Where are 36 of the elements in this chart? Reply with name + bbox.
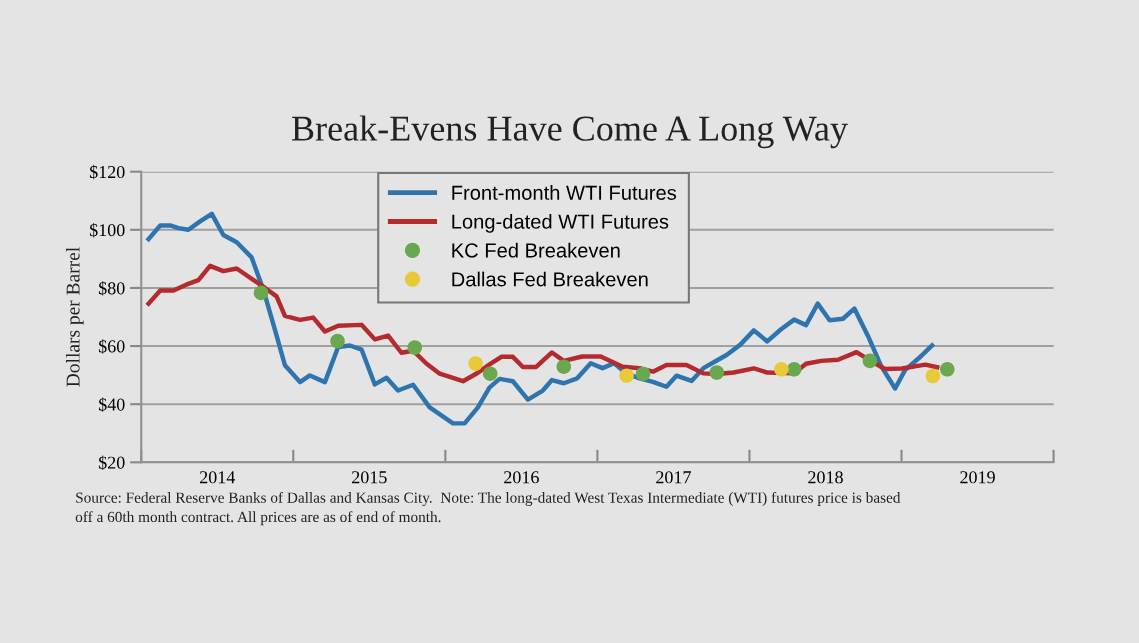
point — [940, 362, 955, 377]
x-tick-label: 2014 — [200, 471, 236, 484]
y-tick-label: $60 — [98, 339, 125, 354]
point — [253, 285, 269, 301]
point — [482, 366, 498, 381]
y-tick-label: $100 — [89, 223, 125, 238]
chart-title: Break-Evens Have Come A Long Way — [292, 115, 848, 149]
y-axis-title: Dollars per Barrel — [65, 247, 84, 387]
x-tick-label: 2016 — [504, 471, 539, 484]
point — [556, 359, 572, 374]
point — [407, 340, 423, 355]
y-tick-label: $20 — [98, 455, 125, 470]
x-tick-label: 2019 — [960, 471, 995, 484]
point — [468, 356, 483, 371]
point — [925, 368, 941, 384]
legend-label: Dallas Fed Breakeven — [452, 271, 648, 287]
x-tick-label: 2015 — [352, 471, 387, 484]
point — [619, 368, 634, 383]
x-tick-label: 2018 — [808, 471, 843, 484]
x-tick-label: 2017 — [656, 471, 691, 484]
point — [786, 362, 802, 377]
legend-label: Long-dated WTI Futures — [452, 213, 669, 233]
line-series — [146, 263, 940, 384]
point — [330, 333, 345, 349]
y-tick-label: $120 — [89, 164, 125, 180]
y-tick-label: $80 — [98, 281, 125, 296]
point — [635, 366, 651, 382]
point — [862, 353, 878, 369]
line-series — [146, 211, 935, 426]
y-tick-label: $40 — [98, 397, 125, 412]
text: off a 60th month contract. All prices are as of end of month. — [75, 511, 441, 526]
source-note: Source: Federal Reserve Banks of Dallas and Kansas City. Note: The long-dated West Texas Intermediate (WTI) futures price is based — [76, 491, 901, 506]
point — [774, 362, 789, 377]
legend-label: KC Fed Breakeven — [452, 242, 620, 258]
legend-label: Front-month WTI Futures — [452, 185, 677, 200]
point — [709, 365, 725, 380]
